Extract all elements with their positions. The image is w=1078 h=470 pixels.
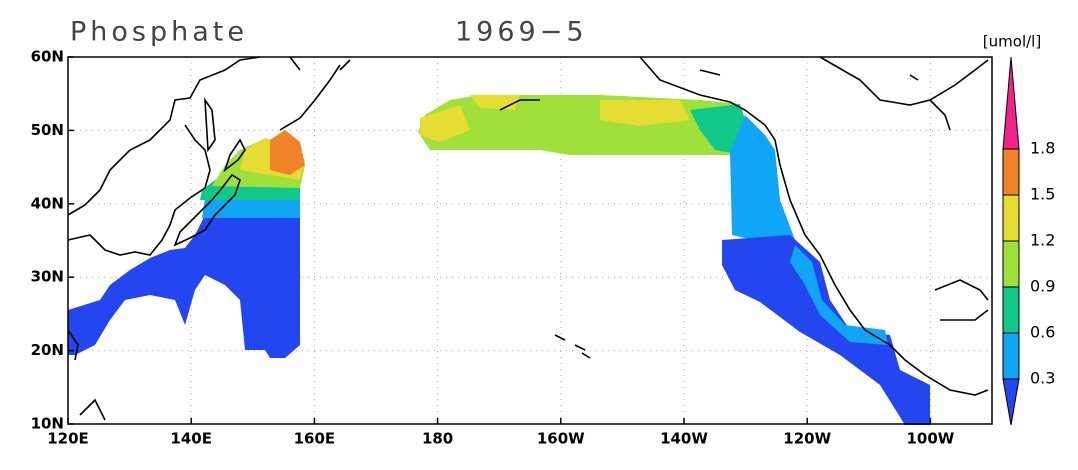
axes: 120E 140E 160E 180 160W 140W 120W 100W 10N 20N 30N…	[31, 48, 955, 448]
coastline	[499, 56, 989, 396]
colorbar-box	[1002, 194, 1020, 242]
x-tick-label: 100W	[906, 430, 954, 448]
colorbar-label: 1.8	[1030, 139, 1055, 158]
coastline	[67, 56, 261, 421]
y-tick-label: 10N	[31, 415, 64, 433]
y-tick-label: 30N	[31, 268, 64, 286]
map-title: Phosphate	[70, 17, 248, 48]
colorbar: 0.3 0.6 0.9 1.2 1.5 1.8	[1002, 56, 1055, 426]
field-region	[420, 105, 470, 142]
colorbar-extend	[1002, 378, 1020, 426]
field-region	[600, 100, 690, 126]
y-tick-label: 20N	[31, 341, 64, 359]
colorbar-box	[1002, 332, 1020, 380]
field-region	[790, 245, 888, 345]
coastline	[554, 334, 591, 359]
phosphate-field	[68, 95, 930, 425]
x-tick-label: 140E	[170, 430, 212, 448]
map-period: 1969−5	[455, 17, 588, 48]
x-tick-label: 120W	[783, 430, 831, 448]
map-frame	[67, 56, 993, 425]
colorbar-label: 0.3	[1030, 369, 1055, 388]
colorbar-box	[1002, 148, 1020, 196]
y-tick-label: 50N	[31, 121, 64, 139]
colorbar-label: 1.5	[1030, 185, 1055, 204]
x-tick-label: 120E	[47, 430, 89, 448]
x-tick-label: 140W	[660, 430, 708, 448]
colorbar-extend	[1002, 56, 1020, 150]
colorbar-label: 0.6	[1030, 323, 1055, 342]
coastline	[173, 97, 246, 247]
colorbar-label: 1.2	[1030, 231, 1055, 250]
x-tick-label: 160W	[537, 430, 585, 448]
field-region	[68, 206, 300, 358]
colorbar-label: 0.9	[1030, 277, 1055, 296]
field-region	[730, 115, 795, 245]
colorbar-unit: [umol/l]	[983, 33, 1041, 51]
coastline	[819, 56, 989, 321]
coastline	[279, 56, 351, 131]
coastlines	[67, 56, 989, 421]
field-region	[270, 130, 305, 175]
field-region	[722, 235, 930, 425]
x-tick-label: 160E	[294, 430, 336, 448]
x-tick-label: 180	[422, 430, 453, 448]
colorbar-box	[1002, 240, 1020, 288]
y-tick-label: 60N	[31, 48, 64, 66]
y-tick-label: 40N	[31, 194, 64, 212]
colorbar-box	[1002, 286, 1020, 334]
